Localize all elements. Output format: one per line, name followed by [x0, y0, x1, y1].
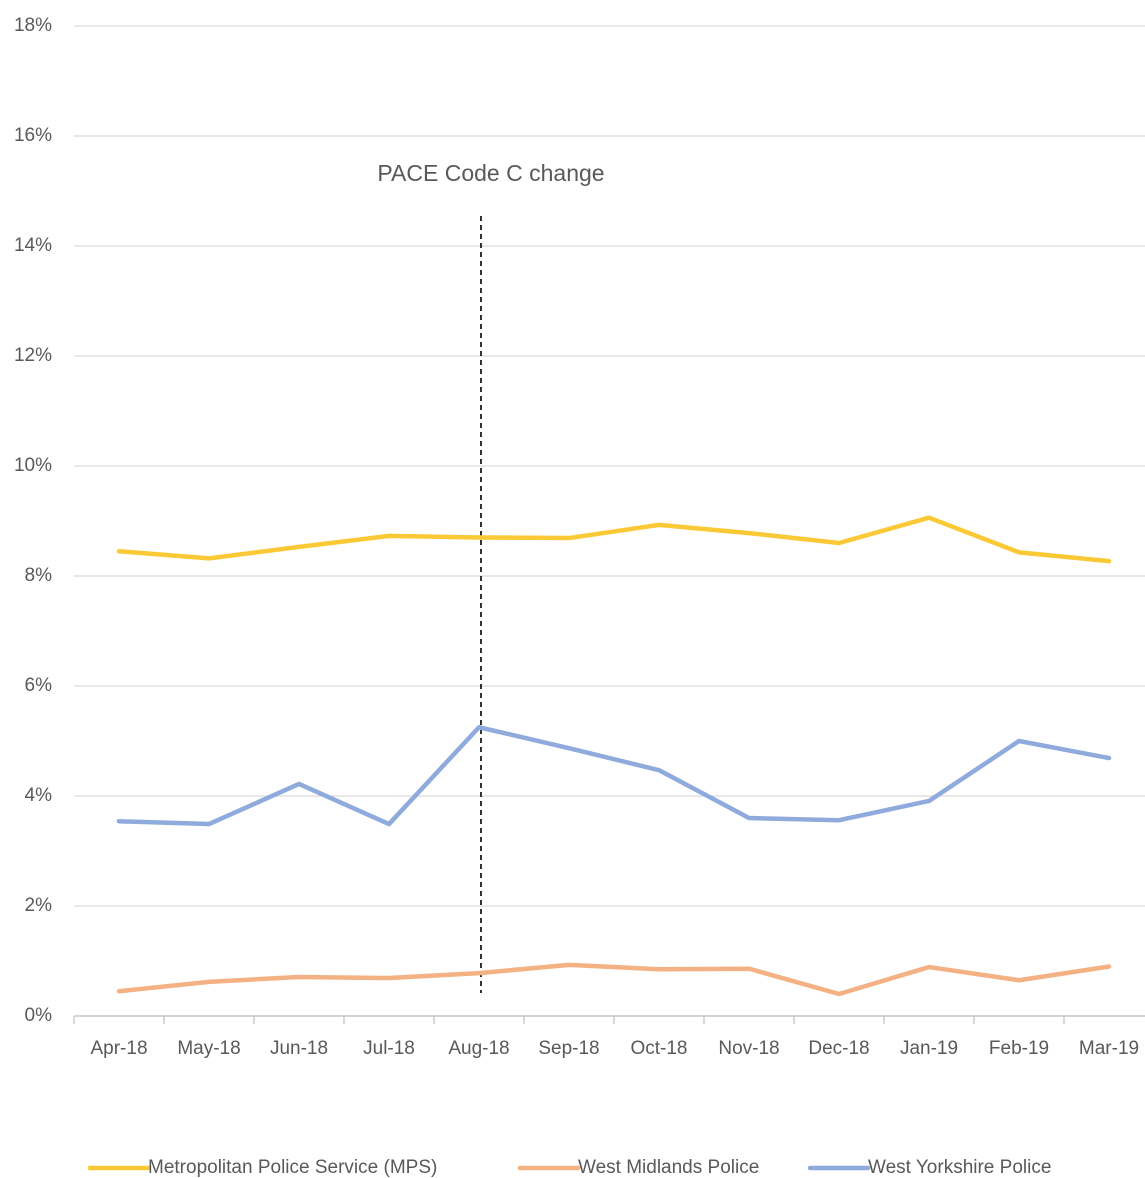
- x-tick-label: Aug-18: [448, 1038, 509, 1059]
- y-tick-label: 0%: [25, 1005, 53, 1026]
- x-tick-label: Jan-19: [900, 1038, 958, 1059]
- legend-label: Metropolitan Police Service (MPS): [148, 1157, 437, 1178]
- y-tick-label: 14%: [14, 235, 52, 256]
- y-tick-label: 18%: [14, 15, 52, 36]
- y-tick-label: 2%: [25, 895, 53, 916]
- y-tick-label: 12%: [14, 345, 52, 366]
- x-tick-label: May-18: [177, 1038, 240, 1059]
- annotation-text: PACE Code C change: [377, 160, 604, 186]
- y-tick-label: 16%: [14, 125, 52, 146]
- y-tick-label: 4%: [25, 785, 53, 806]
- x-tick-label: Nov-18: [718, 1038, 779, 1059]
- y-tick-label: 6%: [25, 675, 53, 696]
- x-tick-label: Feb-19: [989, 1038, 1049, 1059]
- x-tick-label: Jul-18: [363, 1038, 415, 1059]
- x-tick-label: Apr-18: [90, 1038, 147, 1059]
- x-tick-label: Dec-18: [808, 1038, 869, 1059]
- series-line: [116, 962, 1112, 997]
- x-tick-label: Jun-18: [270, 1038, 328, 1059]
- series-line: [116, 725, 1112, 827]
- series-line: [116, 515, 1112, 564]
- x-tick-label: Mar-19: [1079, 1038, 1139, 1059]
- legend-label: West Yorkshire Police: [868, 1157, 1051, 1178]
- x-tick-label: Sep-18: [538, 1038, 599, 1059]
- y-tick-label: 8%: [25, 565, 53, 586]
- y-tick-label: 10%: [14, 455, 52, 476]
- x-tick-label: Oct-18: [630, 1038, 687, 1059]
- legend-label: West Midlands Police: [578, 1157, 759, 1178]
